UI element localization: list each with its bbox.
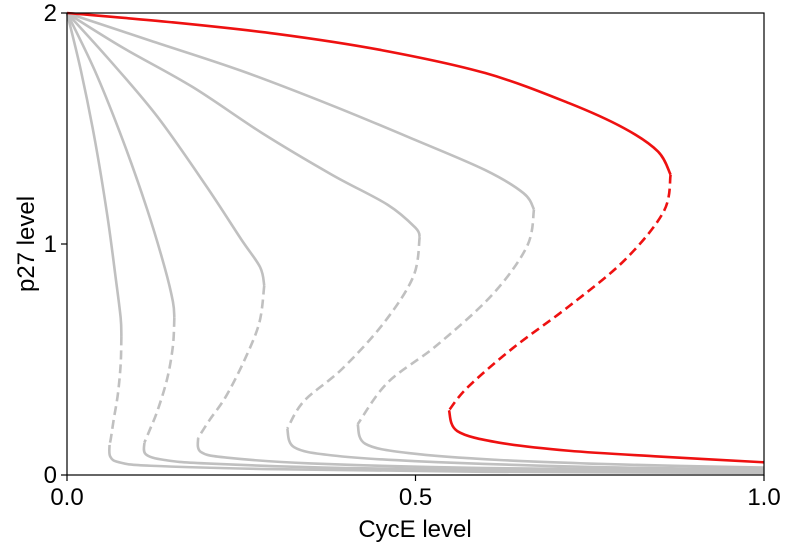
plot-frame [66,12,765,476]
series-1-solid-segment-3 [107,444,765,475]
y-axis-ticks: 0 1 2 [44,0,67,489]
series-5-solid-segment-3 [356,423,765,469]
series-2-solid-segment-3 [142,442,765,474]
series-1 [65,12,765,475]
x-axis-ticks: 0.0 0.5 1.0 [50,475,781,511]
y-axis-label: p27 level [13,196,40,292]
series-6-dashed-segment-2 [447,174,672,412]
y-tick-label: 0 [44,462,57,489]
series-4 [66,11,765,471]
series-4-solid-segment-1 [66,11,421,238]
series-2 [65,12,765,474]
series-5 [66,11,765,469]
x-tick-label: 0.0 [50,484,83,511]
y-tick-label: 2 [44,0,57,27]
series-1-dashed-segment-2 [108,336,123,446]
series-5-dashed-segment-2 [356,209,536,425]
series-1-solid-segment-1 [65,12,123,337]
series-5-solid-segment-1 [66,11,536,211]
y-tick-label: 1 [44,231,57,258]
curves-layer [65,11,765,475]
x-tick-label: 1.0 [747,484,780,511]
series-3-solid-segment-1 [66,12,266,286]
series-6 [66,11,765,464]
series-4-solid-segment-3 [285,428,765,471]
series-4-dashed-segment-2 [286,236,421,430]
series-3-solid-segment-3 [196,437,765,472]
x-axis-label: CycE level [358,516,471,543]
series-3-dashed-segment-2 [196,285,266,439]
series-2-solid-segment-1 [65,12,176,319]
series-3 [66,12,765,472]
series-2-dashed-segment-2 [143,317,176,444]
x-tick-label: 0.5 [399,484,432,511]
series-6-solid-segment-1 [66,11,672,176]
series-6-solid-segment-3 [447,409,765,464]
